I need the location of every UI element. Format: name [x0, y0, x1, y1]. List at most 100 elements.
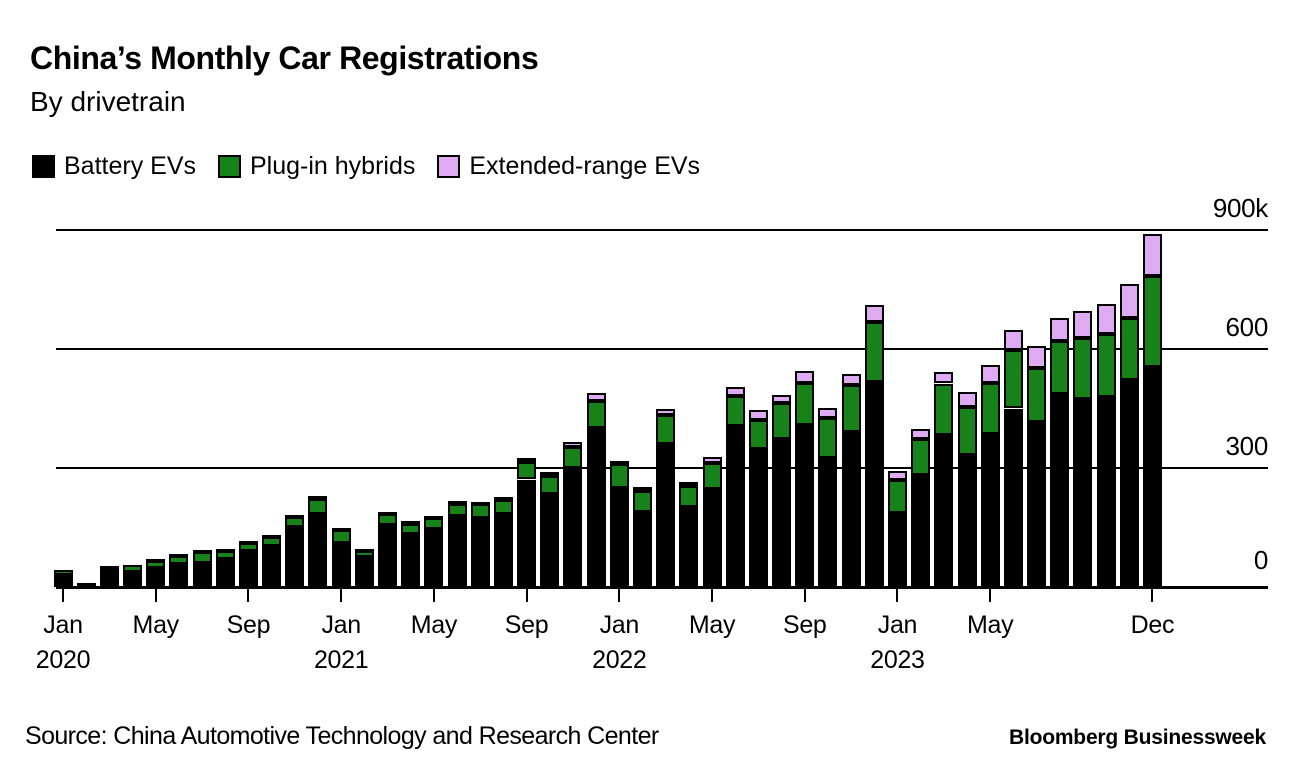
bar-oct-2021-battery-evs — [540, 493, 560, 587]
bar-mar-2022-extended-range-evs — [656, 408, 676, 416]
x-axis-tick-sep — [247, 589, 250, 602]
bar-mar-2020-battery-evs — [99, 569, 119, 587]
x-axis-label-jan-2023: Jan — [877, 611, 918, 639]
bar-may-2023-plug-in-hybrids — [980, 383, 1000, 435]
bar-sep-2021-plug-in-hybrids — [517, 462, 537, 480]
x-axis-tick-may — [711, 589, 714, 602]
bar-jul-2020-extended-range-evs — [192, 549, 212, 554]
bar-dec-2021-extended-range-evs — [586, 393, 606, 402]
bar-oct-2022-extended-range-evs — [818, 408, 838, 418]
x-axis-tick-may — [432, 589, 435, 602]
x-axis-year-2021: 2021 — [313, 646, 369, 674]
bar-may-2022-battery-evs — [702, 489, 722, 587]
bar-sep-2022-extended-range-evs — [795, 371, 815, 383]
bar-sep-2020-battery-evs — [238, 550, 258, 587]
x-axis-year-2022: 2022 — [592, 646, 647, 674]
bar-dec-2023-plug-in-hybrids — [1142, 276, 1162, 368]
bar-jun-2021-battery-evs — [447, 515, 467, 587]
bar-jan-2022-extended-range-evs — [609, 460, 629, 465]
bar-aug-2021-plug-in-hybrids — [493, 499, 513, 514]
bar-nov-2021-extended-range-evs — [563, 442, 583, 447]
x-axis-label-sep: Sep — [504, 611, 549, 639]
bar-nov-2022-battery-evs — [841, 432, 861, 587]
bar-aug-2023-battery-evs — [1050, 394, 1070, 587]
bar-aug-2022-extended-range-evs — [772, 395, 792, 404]
bar-jan-2021-extended-range-evs — [331, 527, 351, 532]
bar-aug-2023-extended-range-evs — [1050, 318, 1070, 342]
x-axis-label-dec: Dec — [1130, 611, 1175, 639]
bar-apr-2022-extended-range-evs — [679, 481, 699, 487]
bar-jun-2022-plug-in-hybrids — [725, 396, 745, 426]
y-axis-label-300: 300 — [1225, 431, 1269, 461]
bar-jun-2023-battery-evs — [1003, 408, 1023, 587]
x-axis-tick-sep — [525, 589, 528, 602]
bar-jul-2021-battery-evs — [470, 517, 490, 587]
bar-jan-2023-battery-evs — [887, 513, 907, 587]
page-subtitle: By drivetrain — [30, 86, 186, 117]
x-axis-tick-may — [989, 589, 992, 602]
bar-apr-2022-battery-evs — [679, 507, 699, 587]
x-axis-tick-may — [154, 589, 157, 602]
bar-apr-2023-extended-range-evs — [957, 391, 977, 407]
legend-item-extended-range-evs: Extended-range EVs — [437, 152, 700, 181]
bar-jan-2021-battery-evs — [331, 542, 351, 587]
bar-jun-2021-extended-range-evs — [447, 500, 467, 505]
bar-mar-2023-extended-range-evs — [934, 372, 954, 384]
bar-nov-2023-battery-evs — [1119, 379, 1139, 587]
bar-may-2020-extended-range-evs — [146, 558, 166, 563]
bar-sep-2023-battery-evs — [1073, 398, 1093, 587]
bar-mar-2022-battery-evs — [656, 443, 676, 587]
bar-nov-2020-extended-range-evs — [285, 514, 305, 519]
x-axis-line — [56, 586, 1268, 589]
bar-may-2022-plug-in-hybrids — [702, 462, 722, 489]
bar-aug-2023-plug-in-hybrids — [1050, 341, 1070, 395]
brand-logo: Bloomberg Businessweek — [1008, 726, 1266, 749]
y-axis-label-900: 900k — [1212, 193, 1268, 223]
bar-oct-2022-battery-evs — [818, 458, 838, 587]
bar-apr-2020-plug-in-hybrids — [123, 564, 143, 572]
page-title: China’s Monthly Car Registrations — [30, 40, 539, 76]
bar-apr-2023-plug-in-hybrids — [957, 406, 977, 456]
bar-jun-2020-battery-evs — [169, 563, 189, 587]
bar-dec-2022-battery-evs — [864, 381, 884, 587]
bar-aug-2022-plug-in-hybrids — [772, 403, 792, 439]
x-axis-tick-jan-2023 — [896, 589, 899, 602]
bar-mar-2023-battery-evs — [934, 435, 954, 587]
bar-feb-2022-plug-in-hybrids — [633, 490, 652, 513]
bar-sep-2022-plug-in-hybrids — [795, 382, 815, 425]
bar-jun-2022-extended-range-evs — [725, 386, 745, 397]
bar-dec-2023-battery-evs — [1142, 367, 1162, 587]
legend-swatch-plugin-hybrids — [218, 155, 241, 178]
bar-mar-2021-battery-evs — [378, 524, 398, 587]
bar-may-2020-battery-evs — [146, 567, 166, 587]
bar-sep-2020-extended-range-evs — [238, 540, 258, 545]
bar-dec-2020-plug-in-hybrids — [308, 498, 328, 514]
bar-sep-2021-extended-range-evs — [517, 458, 537, 463]
bar-apr-2021-battery-evs — [401, 533, 421, 587]
bar-dec-2021-plug-in-hybrids — [586, 401, 606, 428]
bar-feb-2022-extended-range-evs — [633, 487, 652, 492]
x-axis-label-sep: Sep — [782, 611, 827, 639]
bar-feb-2023-plug-in-hybrids — [911, 438, 931, 476]
bar-jul-2022-extended-range-evs — [748, 410, 768, 420]
bar-feb-2021-extended-range-evs — [354, 548, 374, 553]
bar-mar-2022-plug-in-hybrids — [656, 415, 676, 444]
bar-nov-2023-plug-in-hybrids — [1119, 318, 1139, 380]
x-axis-tick-sep — [803, 589, 806, 602]
bar-jul-2023-extended-range-evs — [1027, 346, 1047, 369]
bar-jun-2023-extended-range-evs — [1003, 330, 1023, 351]
bar-jun-2023-plug-in-hybrids — [1003, 350, 1023, 409]
bar-oct-2023-battery-evs — [1096, 397, 1116, 587]
bar-may-2022-extended-range-evs — [702, 456, 722, 463]
legend-swatch-extended-range-evs — [437, 155, 461, 178]
bar-nov-2021-battery-evs — [563, 467, 583, 587]
bar-jun-2020-extended-range-evs — [169, 554, 189, 559]
bar-oct-2021-extended-range-evs — [540, 472, 560, 477]
bar-dec-2020-battery-evs — [308, 513, 328, 587]
x-axis-year-2023: 2023 — [870, 646, 925, 674]
x-axis-tick-jan-2020 — [62, 589, 64, 602]
bar-oct-2020-battery-evs — [262, 545, 282, 587]
bar-feb-2023-extended-range-evs — [911, 429, 931, 439]
x-axis-label-may: May — [132, 611, 180, 639]
bar-apr-2022-plug-in-hybrids — [679, 486, 699, 508]
